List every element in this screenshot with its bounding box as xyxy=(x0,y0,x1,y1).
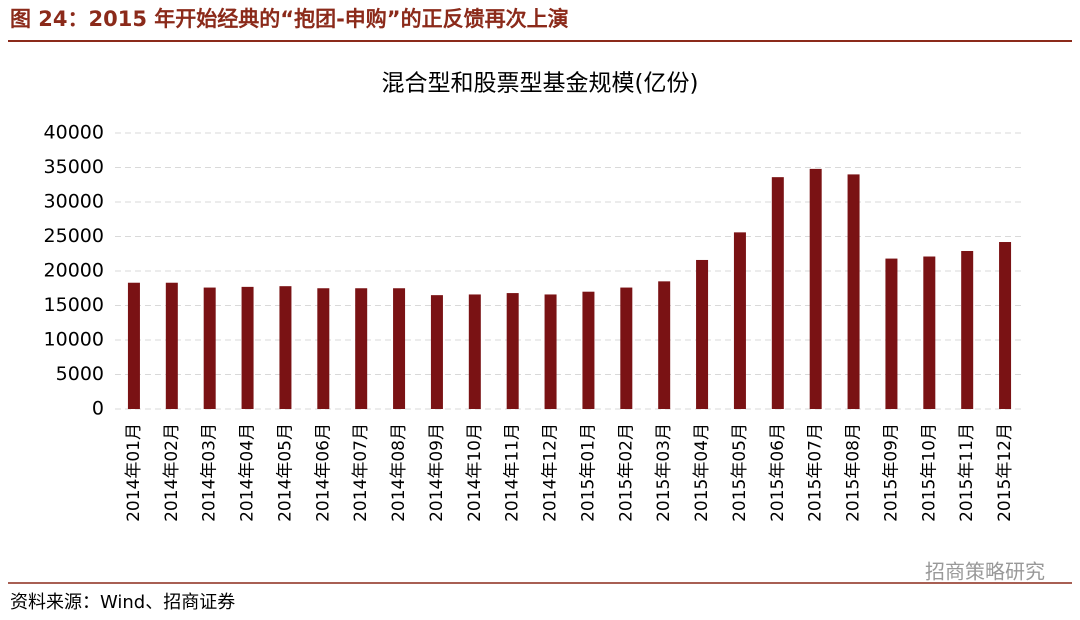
y-tick-label: 5000 xyxy=(56,363,104,385)
bar xyxy=(961,250,974,409)
x-tick-label: 2015年02月 xyxy=(616,423,636,522)
y-tick-label: 20000 xyxy=(44,260,104,282)
x-tick-label: 2014年04月 xyxy=(238,423,258,522)
x-tick-label: 2014年10月 xyxy=(465,423,485,522)
bar xyxy=(127,282,140,409)
x-tick-label: 2015年10月 xyxy=(919,423,939,522)
y-tick-label: 0 xyxy=(92,398,104,420)
bar xyxy=(809,168,822,409)
x-tick-label: 2014年06月 xyxy=(313,423,333,522)
figure-title: 图 24：2015 年开始经典的“抱团-申购”的正反馈再次上演 xyxy=(10,7,569,31)
x-tick-label: 2014年02月 xyxy=(162,423,182,522)
bar xyxy=(506,293,519,409)
x-tick-label: 2015年07月 xyxy=(806,423,826,522)
bar xyxy=(696,259,709,409)
bar xyxy=(317,288,330,409)
x-tick-label: 2014年05月 xyxy=(275,423,295,522)
chart-title: 混合型和股票型基金规模(亿份) xyxy=(382,71,699,97)
x-tick-label: 2015年08月 xyxy=(844,423,864,522)
bar xyxy=(582,291,595,409)
bar xyxy=(885,258,898,409)
bar xyxy=(279,286,292,409)
source: 资料来源：Wind、招商证券 xyxy=(10,592,235,613)
bar xyxy=(771,177,784,409)
x-tick-label: 2014年01月 xyxy=(124,423,144,522)
bar xyxy=(241,286,254,409)
bar xyxy=(847,174,860,409)
bar xyxy=(430,295,443,409)
bar xyxy=(923,256,936,409)
y-tick-label: 35000 xyxy=(44,156,104,178)
y-tick-label: 30000 xyxy=(44,191,104,213)
watermark: 招商策略研究 xyxy=(925,560,1045,584)
x-tick-label: 2015年04月 xyxy=(692,423,712,522)
y-tick-label: 25000 xyxy=(44,225,104,247)
x-tick-label: 2015年12月 xyxy=(995,423,1015,522)
x-tick-label: 2015年06月 xyxy=(768,423,788,522)
x-tick-label: 2015年05月 xyxy=(730,423,750,522)
x-tick-label: 2014年09月 xyxy=(427,423,447,522)
y-tick-label: 15000 xyxy=(44,294,104,316)
x-tick-label: 2015年09月 xyxy=(881,423,901,522)
bar xyxy=(544,294,557,409)
bar xyxy=(393,288,406,409)
x-tick-label: 2014年08月 xyxy=(389,423,409,522)
bar xyxy=(658,281,671,409)
bar xyxy=(620,287,633,409)
x-tick-label: 2014年07月 xyxy=(351,423,371,522)
bar xyxy=(355,288,368,409)
x-tick-label: 2014年03月 xyxy=(200,423,220,522)
y-tick-label: 40000 xyxy=(44,122,104,144)
bar xyxy=(468,294,481,409)
bar xyxy=(165,282,178,409)
x-tick-label: 2014年11月 xyxy=(503,423,523,522)
bar xyxy=(203,287,216,409)
x-tick-label: 2015年11月 xyxy=(957,423,977,522)
x-tick-label: 2015年01月 xyxy=(578,423,598,522)
y-tick-label: 10000 xyxy=(44,329,104,351)
bar xyxy=(999,242,1012,409)
x-tick-label: 2014年12月 xyxy=(541,423,561,522)
x-tick-label: 2015年03月 xyxy=(654,423,674,522)
bar xyxy=(733,232,746,409)
